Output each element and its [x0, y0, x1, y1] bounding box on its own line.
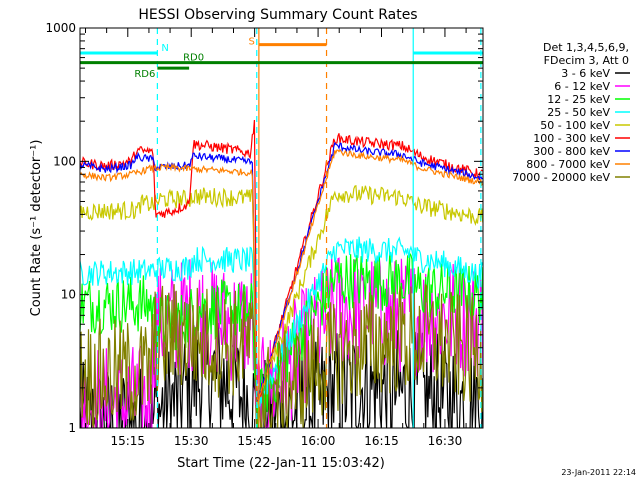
- series-line-6: [80, 141, 483, 402]
- y-tick-label: 10: [61, 288, 76, 302]
- series-line-3: [80, 236, 483, 409]
- series-line-8: [80, 284, 483, 428]
- legend-header-line: Det 1,3,4,5,6,9,: [543, 41, 629, 54]
- legend-label: 50 - 100 keV: [540, 119, 610, 132]
- legend-label: 7000 - 20000 keV: [512, 171, 610, 184]
- flag-label-rd0: RD0: [183, 53, 204, 64]
- y-tick-label: 100: [53, 154, 76, 168]
- legend-label: 300 - 800 keV: [533, 145, 610, 158]
- y-tick-label: 1: [68, 421, 76, 435]
- x-tick-label: 16:15: [364, 434, 399, 448]
- legend-label: 25 - 50 keV: [547, 106, 610, 119]
- chart-title: HESSI Observing Summary Count Rates: [138, 7, 417, 23]
- legend-label: 3 - 6 keV: [561, 67, 610, 80]
- y-axis-label: Count Rate (s⁻¹ detector⁻¹): [29, 140, 44, 317]
- series-line-4: [80, 185, 483, 405]
- x-axis-label: Start Time (22-Jan-11 15:03:42): [177, 456, 385, 471]
- x-tick-label: 15:30: [174, 434, 209, 448]
- legend-header-line: FDecim 3, Att 0: [544, 54, 629, 67]
- x-tick-label: 15:15: [110, 434, 145, 448]
- legend-label: 100 - 300 keV: [533, 132, 610, 145]
- series-line-2: [80, 251, 483, 428]
- legend-label: 12 - 25 keV: [547, 93, 610, 106]
- x-tick-label: 16:30: [428, 434, 463, 448]
- y-tick-label: 1000: [45, 21, 76, 35]
- legend-label: 6 - 12 keV: [554, 80, 610, 93]
- series-line-5: [80, 119, 483, 402]
- flag-label-n: N: [161, 43, 168, 54]
- legend-label: 800 - 7000 keV: [526, 158, 610, 171]
- plot-frame: [79, 27, 484, 429]
- flag-label-s: S: [249, 37, 255, 48]
- series-line-0: [80, 310, 483, 428]
- date-stamp: 23-Jan-2011 22:14: [561, 468, 636, 477]
- x-tick-label: 15:45: [237, 434, 272, 448]
- flag-label-rd6: RD6: [134, 69, 155, 80]
- x-tick-label: 16:00: [301, 434, 336, 448]
- series-line-7: [80, 148, 483, 404]
